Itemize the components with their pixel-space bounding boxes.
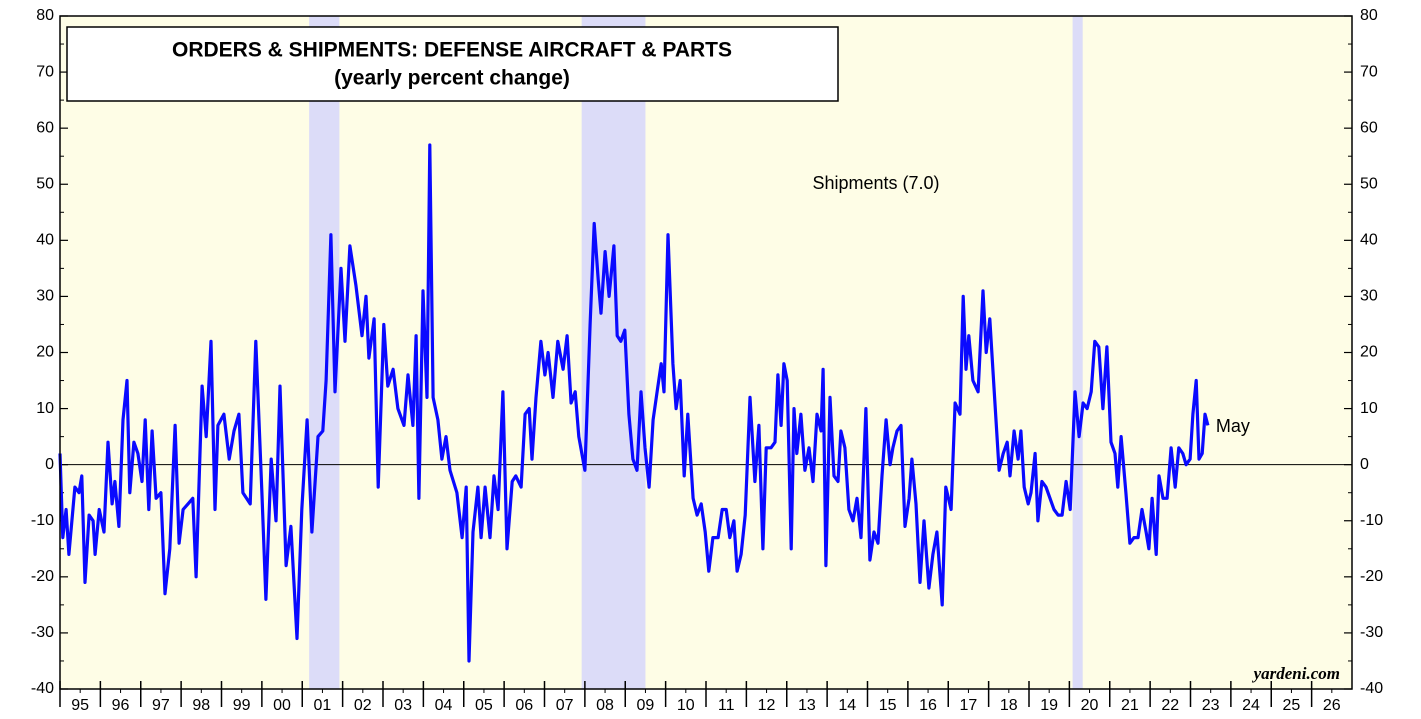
x-tick-label: 14 (838, 697, 856, 714)
y-tick-label: 30 (36, 288, 54, 305)
y2-tick-label: -10 (1360, 512, 1383, 529)
x-tick-label: 07 (556, 697, 574, 714)
end-label: May (1216, 416, 1250, 436)
y2-tick-label: 20 (1360, 344, 1378, 361)
y-tick-label: -30 (31, 624, 54, 641)
y2-tick-label: -20 (1360, 568, 1383, 585)
x-tick-label: 11 (718, 697, 735, 714)
y-tick-label: 80 (36, 7, 54, 24)
x-tick-label: 00 (273, 697, 291, 714)
y2-tick-label: 0 (1360, 456, 1369, 473)
x-tick-label: 17 (960, 697, 978, 714)
y2-tick-label: 80 (1360, 7, 1378, 24)
y2-tick-label: 50 (1360, 175, 1378, 192)
x-tick-label: 20 (1081, 697, 1099, 714)
chart-title: ORDERS & SHIPMENTS: DEFENSE AIRCRAFT & P… (172, 39, 732, 62)
x-tick-label: 96 (112, 697, 130, 714)
plot-background (60, 16, 1352, 689)
x-tick-label: 09 (637, 697, 655, 714)
plot-frame (59, 15, 1353, 690)
x-tick-label: 06 (515, 697, 533, 714)
x-tick-label: 26 (1323, 697, 1341, 714)
y-tick-label: 70 (36, 63, 54, 80)
y2-tick-label: 10 (1360, 400, 1378, 417)
x-tick-label: 24 (1242, 697, 1260, 714)
x-tick-label: 16 (919, 697, 937, 714)
y-tick-label: 50 (36, 175, 54, 192)
x-tick-label: 04 (435, 697, 453, 714)
x-tick-label: 25 (1283, 697, 1301, 714)
y-tick-label: -20 (31, 568, 54, 585)
x-tick-label: 01 (314, 697, 332, 714)
y-tick-label: 10 (36, 400, 54, 417)
y2-tick-label: 70 (1360, 63, 1378, 80)
chart-subtitle: (yearly percent change) (334, 67, 570, 90)
recession-band (1072, 16, 1083, 689)
recession-band (581, 16, 646, 689)
x-tick-label: 99 (233, 697, 251, 714)
y2-tick-label: 40 (1360, 232, 1378, 249)
y2-tick-label: 60 (1360, 119, 1378, 136)
series-label: Shipments (7.0) (812, 173, 939, 193)
x-tick-label: 02 (354, 697, 372, 714)
x-tick-label: 23 (1202, 697, 1220, 714)
y2-tick-label: 30 (1360, 288, 1378, 305)
x-tick-label: 15 (879, 697, 897, 714)
x-tick-label: 10 (677, 697, 695, 714)
x-tick-label: 21 (1121, 697, 1139, 714)
x-tick-label: 13 (798, 697, 816, 714)
x-tick-label: 08 (596, 697, 614, 714)
x-tick-label: 18 (1000, 697, 1018, 714)
x-tick-label: 22 (1161, 697, 1179, 714)
title-box (66, 26, 839, 102)
y2-tick-label: -30 (1360, 624, 1383, 641)
y-tick-label: 20 (36, 344, 54, 361)
x-tick-label: 03 (394, 697, 412, 714)
y-tick-label: 40 (36, 232, 54, 249)
source-label: yardeni.com (1252, 664, 1340, 683)
x-tick-label: 97 (152, 697, 170, 714)
y-tick-label: -10 (31, 512, 54, 529)
y2-tick-label: -40 (1360, 680, 1383, 697)
y-tick-label: -40 (31, 680, 54, 697)
x-tick-label: 12 (758, 697, 776, 714)
y-tick-label: 0 (45, 456, 54, 473)
x-tick-label: 95 (71, 697, 89, 714)
y-tick-label: 60 (36, 119, 54, 136)
series-line (58, 143, 1210, 663)
x-tick-label: 05 (475, 697, 493, 714)
x-tick-label: 98 (192, 697, 210, 714)
x-tick-label: 19 (1040, 697, 1058, 714)
